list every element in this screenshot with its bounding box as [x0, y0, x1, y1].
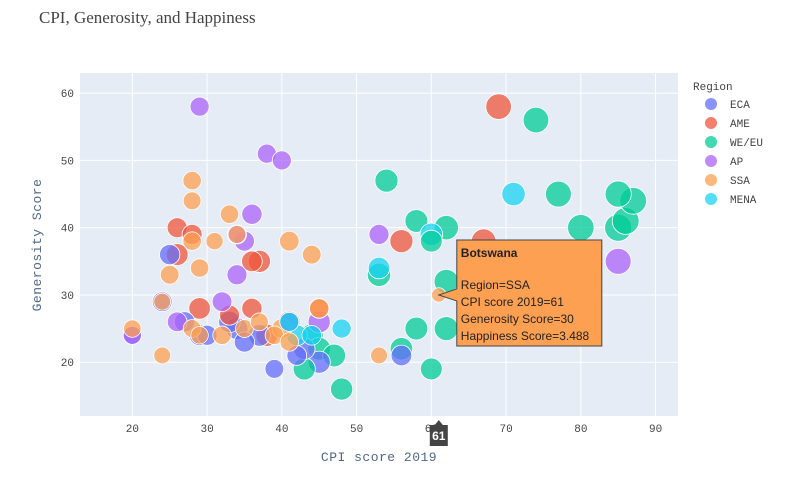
point-ap-11[interactable]	[604, 247, 632, 275]
x-tick-label: 40	[275, 424, 288, 436]
y-tick-label: 50	[61, 156, 74, 168]
point-eca-9[interactable]	[264, 359, 285, 379]
x-tick-label: 50	[350, 424, 363, 436]
legend-label[interactable]: MENA	[730, 195, 757, 207]
x-axis-ticks: 2030405060708090	[126, 424, 662, 436]
legend: Region ECA AME WE/EU AP SSA MENA	[693, 82, 763, 207]
point-weeu-4[interactable]	[330, 377, 354, 401]
point-ssa-12[interactable]	[219, 204, 240, 224]
point-ssa-5[interactable]	[182, 191, 202, 211]
point-weeu-15[interactable]	[545, 180, 572, 208]
point-mena-6[interactable]	[501, 181, 526, 207]
point-mena-0[interactable]	[279, 311, 300, 332]
point-ssa-8[interactable]	[189, 258, 210, 278]
legend-label[interactable]: WE/EU	[730, 138, 763, 150]
tooltip-line: Region=SSA	[461, 278, 530, 292]
y-axis-title: Generosity Score	[30, 179, 45, 312]
point-mena-2[interactable]	[301, 325, 322, 346]
y-tick-label: 60	[61, 89, 74, 101]
x-tick-label: 30	[200, 424, 213, 436]
point-ssa-19[interactable]	[279, 230, 300, 252]
x-tick-label: 20	[126, 424, 139, 436]
point-ssa-2[interactable]	[153, 292, 172, 311]
tooltip-line: Generosity Score=30	[461, 312, 574, 326]
point-ssa-13[interactable]	[227, 225, 247, 244]
point-ap-6[interactable]	[241, 203, 263, 225]
point-ssa-20[interactable]	[301, 244, 322, 265]
point-ame-11[interactable]	[389, 229, 414, 254]
legend-label[interactable]: AP	[730, 157, 744, 169]
point-ssa-6[interactable]	[182, 231, 202, 251]
y-tick-label: 20	[61, 358, 74, 370]
point-weeu-16[interactable]	[567, 214, 595, 242]
legend-label[interactable]: AME	[730, 119, 750, 131]
x-tick-label: 80	[574, 424, 587, 436]
tooltip-line: CPI score 2019=61	[461, 295, 564, 309]
point-eca-2[interactable]	[159, 244, 181, 266]
legend-marker[interactable]	[705, 98, 717, 110]
point-ssa-11[interactable]	[212, 325, 232, 345]
x-tick-label: 90	[649, 424, 662, 436]
point-weeu-17[interactable]	[604, 180, 632, 208]
y-axis-ticks: 20 30 40 50 60	[61, 89, 74, 370]
point-weeu-6[interactable]	[374, 168, 399, 193]
point-weeu-8[interactable]	[404, 316, 429, 341]
chart-title: CPI, Generosity, and Happiness	[39, 8, 256, 27]
x-spike-label: 61	[432, 429, 446, 443]
legend-marker[interactable]	[705, 174, 717, 186]
y-tick-label: 40	[61, 224, 74, 236]
scatter-points	[122, 93, 647, 401]
point-eca-13[interactable]	[390, 344, 413, 367]
point-ssa-9[interactable]	[190, 326, 209, 345]
legend-marker[interactable]	[705, 193, 717, 205]
point-ssa-22[interactable]	[370, 346, 388, 365]
point-mena-4[interactable]	[367, 256, 391, 280]
point-weeu-11[interactable]	[419, 357, 443, 381]
legend-marker[interactable]	[705, 136, 717, 148]
point-ame-5[interactable]	[241, 250, 263, 273]
tooltip-line: Happiness Score=3.488	[461, 329, 590, 343]
point-ssa-3[interactable]	[159, 264, 180, 285]
point-ap-10[interactable]	[368, 223, 390, 245]
point-weeu-12[interactable]	[433, 316, 459, 341]
point-ssa-10[interactable]	[205, 232, 224, 251]
point-ame-13[interactable]	[485, 93, 512, 120]
point-weeu-10[interactable]	[419, 229, 443, 253]
point-ssa-15[interactable]	[250, 312, 269, 332]
legend-marker[interactable]	[705, 155, 717, 167]
point-ame-3[interactable]	[188, 297, 211, 320]
point-ssa-18[interactable]	[279, 332, 299, 352]
legend-label[interactable]: ECA	[730, 100, 750, 112]
legend-marker[interactable]	[705, 117, 717, 129]
point-ssa-1[interactable]	[153, 346, 172, 365]
x-spike-label-box	[429, 420, 448, 446]
legend-label[interactable]: SSA	[730, 176, 750, 188]
point-weeu-9[interactable]	[404, 209, 429, 233]
x-tick-label: 70	[499, 424, 512, 436]
point-ap-2[interactable]	[189, 96, 210, 117]
point-ap-3[interactable]	[211, 291, 233, 312]
x-axis-title: CPI score 2019	[321, 450, 437, 465]
tooltip-title: Botswana	[461, 246, 518, 260]
y-tick-label: 30	[61, 291, 74, 303]
point-ssa-21[interactable]	[309, 298, 330, 319]
point-ssa-4[interactable]	[182, 170, 202, 191]
legend-title: Region	[693, 82, 733, 94]
point-weeu-14[interactable]	[522, 106, 550, 134]
point-ap-8[interactable]	[271, 150, 292, 171]
point-mena-3[interactable]	[331, 318, 352, 339]
hover-tooltip: Botswana Region=SSA CPI score 2019=61 Gener…	[429, 239, 603, 446]
tooltip-box	[437, 239, 603, 347]
point-ap-4[interactable]	[226, 264, 248, 286]
point-ssa-0[interactable]	[123, 319, 142, 338]
